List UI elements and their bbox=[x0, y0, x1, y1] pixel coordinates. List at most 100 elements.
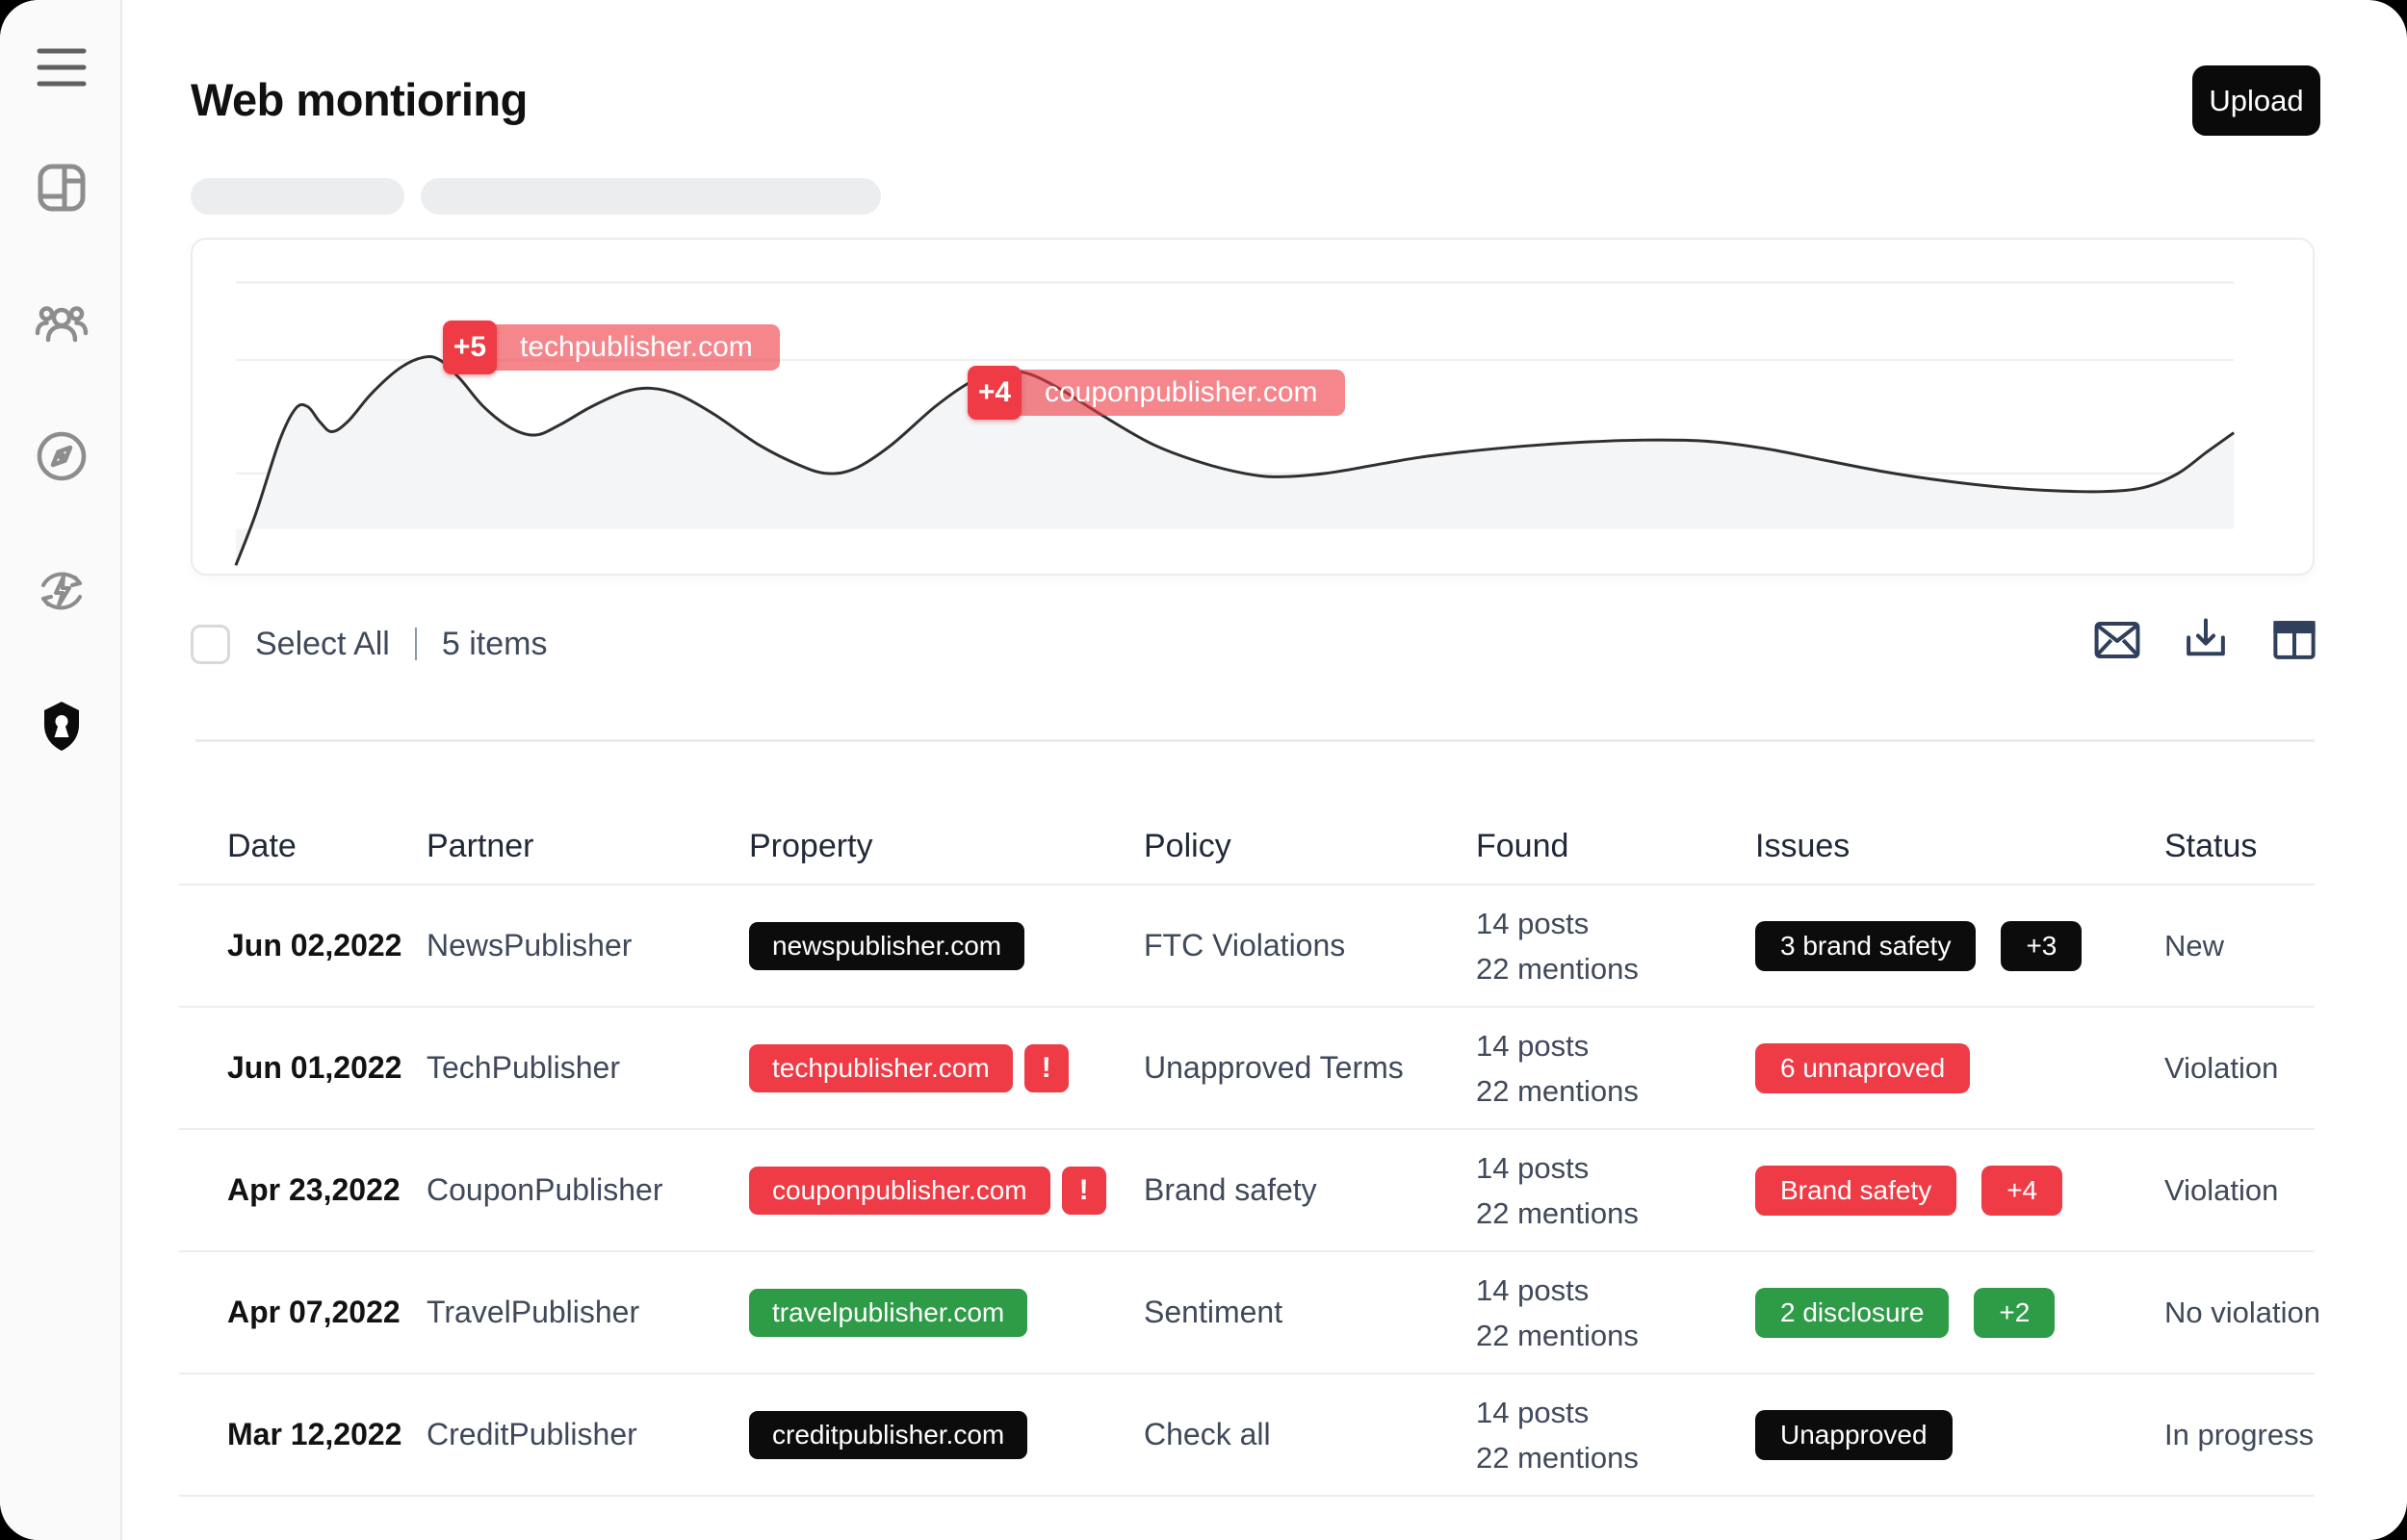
monitoring-table: Date Partner Property Policy Found Issue… bbox=[179, 808, 2320, 1497]
found-posts: 14 posts bbox=[1476, 1150, 1590, 1185]
cell-property: techpublisher.com ! bbox=[749, 1043, 1144, 1092]
issue-badge[interactable]: +3 bbox=[2001, 920, 2083, 971]
violation-count-badge: +5 bbox=[443, 321, 497, 374]
found-mentions: 22 mentions bbox=[1476, 951, 1639, 986]
alert-badge[interactable]: ! bbox=[1061, 1166, 1106, 1215]
cell-status: Violation bbox=[2164, 1172, 2279, 1207]
shield-lock-icon bbox=[44, 702, 79, 751]
cell-partner: TechPublisher bbox=[427, 1050, 620, 1085]
alert-badge[interactable]: ! bbox=[1023, 1043, 1069, 1092]
col-date: Date bbox=[227, 827, 297, 864]
select-all-label[interactable]: Select All bbox=[255, 625, 390, 662]
found-mentions: 22 mentions bbox=[1476, 1195, 1639, 1230]
cell-found: 14 posts 22 mentions bbox=[1476, 1390, 1755, 1480]
issue-badge[interactable]: 6 unnaproved bbox=[1755, 1042, 1971, 1093]
issue-badge[interactable]: +4 bbox=[1981, 1165, 2063, 1216]
col-status: Status bbox=[2164, 827, 2258, 864]
columns-icon bbox=[2273, 621, 2316, 659]
cell-date: Jun 01,2022 bbox=[227, 1050, 402, 1085]
toolbar-actions bbox=[2093, 616, 2318, 664]
items-count: 5 items bbox=[441, 625, 548, 662]
property-badge[interactable]: techpublisher.com bbox=[749, 1043, 1013, 1092]
page-title: Web montioring bbox=[191, 74, 528, 125]
cell-status: In progress bbox=[2164, 1417, 2315, 1451]
download-icon bbox=[2187, 618, 2225, 656]
skeleton-pill bbox=[191, 178, 404, 215]
issue-badge[interactable]: 2 disclosure bbox=[1755, 1287, 1950, 1338]
cell-property: travelpublisher.com bbox=[749, 1288, 1144, 1337]
issue-badge[interactable]: Unapproved bbox=[1755, 1409, 1953, 1460]
cell-policy: Brand safety bbox=[1144, 1172, 1317, 1207]
property-badge[interactable]: couponpublisher.com bbox=[749, 1166, 1050, 1215]
sidebar-item-team[interactable] bbox=[35, 295, 89, 349]
table-row[interactable]: Jun 02,2022 NewsPublisher newspublisher.… bbox=[179, 884, 2315, 1006]
col-found: Found bbox=[1476, 827, 1569, 864]
cell-partner: CreditPublisher bbox=[427, 1417, 637, 1451]
menu-button[interactable] bbox=[35, 40, 89, 94]
sidebar-item-dashboard[interactable] bbox=[35, 161, 89, 215]
cell-property: newspublisher.com bbox=[749, 921, 1144, 970]
tooltip-domain-label: techpublisher.com bbox=[483, 324, 780, 371]
columns-view-button[interactable] bbox=[2270, 616, 2318, 664]
download-button[interactable] bbox=[2182, 616, 2230, 664]
cell-issues: 2 disclosure +2 bbox=[1755, 1287, 2164, 1338]
table-row[interactable]: Mar 12,2022 CreditPublisher creditpublis… bbox=[179, 1373, 2315, 1495]
found-posts: 14 posts bbox=[1476, 1395, 1590, 1429]
cell-status: New bbox=[2164, 928, 2225, 962]
col-partner: Partner bbox=[427, 827, 534, 864]
chart-tooltip[interactable]: +5 techpublisher.com bbox=[443, 321, 780, 374]
section-divider bbox=[195, 739, 2315, 742]
issue-badge[interactable]: Brand safety bbox=[1755, 1165, 1957, 1216]
chart-tooltip[interactable]: +4 couponpublisher.com bbox=[968, 366, 1345, 420]
hamburger-icon bbox=[37, 48, 87, 87]
email-button[interactable] bbox=[2093, 616, 2141, 664]
table-row[interactable]: Apr 23,2022 CouponPublisher couponpublis… bbox=[179, 1128, 2315, 1250]
cell-issues: 3 brand safety +3 bbox=[1755, 920, 2164, 971]
cell-policy: Check all bbox=[1144, 1417, 1271, 1451]
cell-found: 14 posts 22 mentions bbox=[1476, 901, 1755, 991]
issue-badge[interactable]: 3 brand safety bbox=[1755, 920, 1977, 971]
sidebar-item-discover[interactable] bbox=[35, 429, 89, 483]
select-all-checkbox[interactable] bbox=[191, 624, 230, 664]
trend-chart-card: +5 techpublisher.com +4 couponpublisher.… bbox=[191, 238, 2315, 576]
table-header: Date Partner Property Policy Found Issue… bbox=[179, 808, 2315, 884]
cell-issues: Unapproved bbox=[1755, 1409, 2164, 1460]
table-row[interactable]: Apr 07,2022 TravelPublisher travelpublis… bbox=[179, 1250, 2320, 1373]
found-mentions: 22 mentions bbox=[1476, 1440, 1639, 1475]
found-mentions: 22 mentions bbox=[1476, 1073, 1639, 1108]
issue-badge[interactable]: +2 bbox=[1974, 1287, 2056, 1338]
cell-policy: FTC Violations bbox=[1144, 928, 1346, 962]
cell-found: 14 posts 22 mentions bbox=[1476, 1145, 1755, 1236]
sidebar-item-automation[interactable] bbox=[35, 564, 89, 618]
cell-date: Mar 12,2022 bbox=[227, 1417, 402, 1451]
found-posts: 14 posts bbox=[1476, 1028, 1590, 1063]
property-badge[interactable]: newspublisher.com bbox=[749, 921, 1025, 970]
cell-property: creditpublisher.com bbox=[749, 1410, 1144, 1459]
found-posts: 14 posts bbox=[1476, 1272, 1590, 1307]
dashboard-layout-icon bbox=[38, 164, 86, 212]
skeleton-pill bbox=[421, 178, 881, 215]
sidebar-item-security-active[interactable] bbox=[35, 699, 89, 753]
cell-found: 14 posts 22 mentions bbox=[1476, 1268, 1755, 1358]
col-issues: Issues bbox=[1755, 827, 1851, 864]
table-row[interactable]: Jun 01,2022 TechPublisher techpublisher.… bbox=[179, 1006, 2315, 1128]
cell-date: Jun 02,2022 bbox=[227, 928, 402, 962]
violation-count-badge: +4 bbox=[968, 366, 1022, 420]
list-toolbar: Select All 5 items bbox=[191, 622, 547, 666]
property-badge[interactable]: creditpublisher.com bbox=[749, 1410, 1028, 1459]
cell-issues: 6 unnaproved bbox=[1755, 1042, 2164, 1093]
found-posts: 14 posts bbox=[1476, 906, 1590, 940]
cell-issues: Brand safety +4 bbox=[1755, 1165, 2164, 1216]
upload-button[interactable]: Upload bbox=[2192, 65, 2320, 136]
tooltip-domain-label: couponpublisher.com bbox=[1008, 370, 1345, 416]
cell-policy: Sentiment bbox=[1144, 1295, 1283, 1329]
cell-policy: Unapproved Terms bbox=[1144, 1050, 1404, 1085]
toolbar-separator bbox=[414, 628, 417, 660]
compass-icon bbox=[37, 431, 87, 481]
cell-status: Violation bbox=[2164, 1050, 2279, 1085]
col-property: Property bbox=[749, 827, 873, 864]
property-badge[interactable]: travelpublisher.com bbox=[749, 1288, 1028, 1337]
cell-partner: CouponPublisher bbox=[427, 1172, 663, 1207]
sync-bolt-icon bbox=[41, 572, 82, 610]
